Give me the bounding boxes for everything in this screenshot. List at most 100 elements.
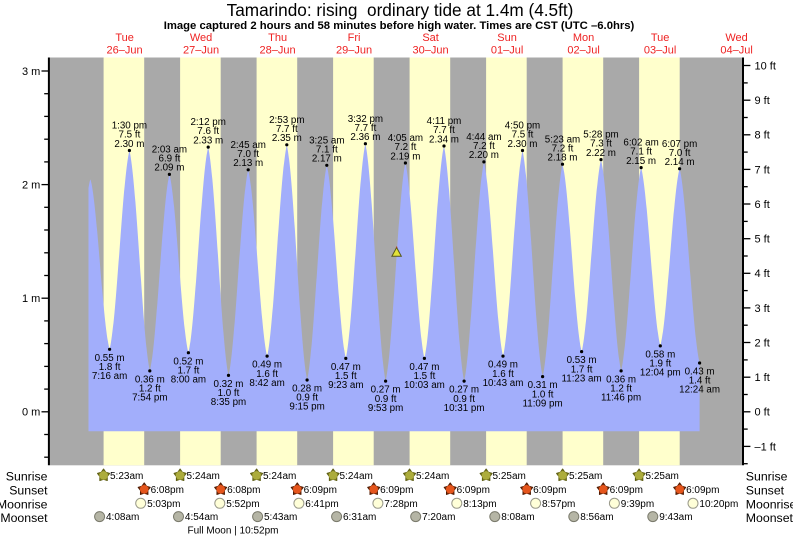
svg-text:7.0 ft: 7.0 ft (669, 148, 691, 159)
svg-text:Thu: Thu (268, 32, 287, 44)
svg-text:8 ft: 8 ft (755, 130, 770, 142)
svg-text:5:25am: 5:25am (569, 471, 602, 482)
svg-text:8:13pm: 8:13pm (463, 499, 496, 510)
svg-text:10:20pm: 10:20pm (699, 499, 738, 510)
svg-text:2.30 m: 2.30 m (114, 139, 144, 150)
svg-text:Sunset: Sunset (746, 484, 785, 498)
svg-text:5:43am: 5:43am (264, 512, 297, 523)
svg-text:6:09pm: 6:09pm (457, 485, 490, 496)
svg-text:2:45 am: 2:45 am (230, 140, 265, 151)
svg-text:03–Jul: 03–Jul (644, 45, 676, 57)
svg-text:4:11 pm: 4:11 pm (427, 116, 462, 127)
svg-text:1.7 ft: 1.7 ft (178, 365, 200, 376)
svg-text:2 ft: 2 ft (755, 337, 770, 349)
svg-text:5:03pm: 5:03pm (147, 499, 180, 510)
svg-text:2.36 m: 2.36 m (350, 132, 380, 143)
svg-text:2.18 m: 2.18 m (548, 153, 578, 164)
svg-text:1.9 ft: 1.9 ft (649, 359, 671, 370)
svg-text:Fri: Fri (348, 32, 361, 44)
svg-text:8:08am: 8:08am (501, 512, 534, 523)
svg-text:6:09pm: 6:09pm (380, 485, 413, 496)
svg-text:2.22 m: 2.22 m (586, 148, 616, 159)
svg-text:1.7 ft: 1.7 ft (571, 364, 593, 375)
svg-text:2:53 pm: 2:53 pm (269, 115, 304, 126)
svg-text:7.2 ft: 7.2 ft (395, 142, 417, 153)
svg-text:0.31 m: 0.31 m (528, 380, 558, 391)
svg-text:Sun: Sun (497, 32, 517, 44)
svg-text:Sunrise: Sunrise (6, 470, 48, 484)
svg-text:7.5 ft: 7.5 ft (119, 130, 141, 141)
svg-text:1 m: 1 m (22, 293, 40, 305)
svg-text:5:24am: 5:24am (340, 471, 373, 482)
svg-text:Moonrise: Moonrise (0, 498, 48, 512)
svg-text:5:24am: 5:24am (263, 471, 296, 482)
svg-text:5 ft: 5 ft (755, 234, 770, 246)
svg-text:2.17 m: 2.17 m (312, 154, 342, 165)
svg-text:0.49 m: 0.49 m (252, 360, 282, 371)
svg-text:0.9 ft: 0.9 ft (296, 393, 318, 404)
svg-text:12:24 am: 12:24 am (679, 385, 720, 396)
svg-text:0.43 m: 0.43 m (685, 367, 715, 378)
svg-text:0.36 m: 0.36 m (606, 375, 636, 386)
svg-text:6:09pm: 6:09pm (533, 485, 566, 496)
svg-text:0.9 ft: 0.9 ft (375, 394, 397, 405)
svg-text:5:23 am: 5:23 am (545, 134, 580, 145)
svg-text:7.2 ft: 7.2 ft (473, 141, 495, 152)
svg-text:7:54 pm: 7:54 pm (132, 393, 167, 404)
svg-text:8:57pm: 8:57pm (542, 499, 575, 510)
svg-text:2.14 m: 2.14 m (665, 157, 695, 168)
svg-text:6:09pm: 6:09pm (610, 485, 643, 496)
svg-text:4 ft: 4 ft (755, 268, 770, 280)
svg-text:0.27 m: 0.27 m (449, 385, 479, 396)
svg-text:11:09 pm: 11:09 pm (523, 398, 563, 409)
svg-text:10:43 am: 10:43 am (483, 378, 524, 389)
svg-text:1.6 ft: 1.6 ft (492, 369, 514, 380)
svg-text:6:09pm: 6:09pm (304, 485, 337, 496)
svg-text:Sunrise: Sunrise (746, 470, 788, 484)
svg-text:0.49 m: 0.49 m (488, 360, 518, 371)
svg-text:7.6 ft: 7.6 ft (197, 126, 219, 137)
svg-text:10 ft: 10 ft (755, 60, 776, 72)
svg-text:9:39pm: 9:39pm (621, 499, 654, 510)
svg-text:6 ft: 6 ft (755, 199, 770, 211)
svg-text:1:30 pm: 1:30 pm (112, 121, 147, 132)
svg-text:9:15 pm: 9:15 pm (289, 402, 324, 413)
svg-text:7.5 ft: 7.5 ft (512, 130, 534, 141)
svg-text:8:35 pm: 8:35 pm (211, 397, 246, 408)
svg-text:2.13 m: 2.13 m (233, 158, 263, 169)
svg-text:0.47 m: 0.47 m (331, 362, 361, 373)
svg-text:7:20am: 7:20am (422, 512, 455, 523)
svg-text:27–Jun: 27–Jun (183, 45, 219, 57)
svg-text:0.47 m: 0.47 m (409, 362, 439, 373)
svg-text:8:00 am: 8:00 am (171, 374, 206, 385)
svg-text:9 ft: 9 ft (755, 95, 770, 107)
svg-text:9:43am: 9:43am (659, 512, 692, 523)
svg-text:Moonset: Moonset (0, 511, 48, 525)
svg-text:4:08am: 4:08am (106, 512, 139, 523)
svg-text:5:23am: 5:23am (110, 471, 143, 482)
svg-text:7.1 ft: 7.1 ft (316, 144, 338, 155)
svg-text:04–Jul: 04–Jul (720, 45, 752, 57)
svg-text:5:25am: 5:25am (646, 471, 679, 482)
svg-text:7 ft: 7 ft (755, 164, 770, 176)
svg-text:Tamarindo: rising ordinary ti: Tamarindo: rising ordinary tide at 1.4m … (227, 0, 574, 20)
svg-text:3 m: 3 m (22, 66, 40, 78)
svg-text:2.34 m: 2.34 m (429, 134, 459, 145)
svg-text:1.2 ft: 1.2 ft (139, 384, 161, 395)
svg-text:10:31 pm: 10:31 pm (444, 403, 485, 414)
svg-text:–1 ft: –1 ft (755, 441, 776, 453)
svg-text:Sat: Sat (422, 32, 439, 44)
svg-text:4:44 am: 4:44 am (466, 132, 501, 143)
svg-text:0 m: 0 m (22, 407, 40, 419)
svg-text:6:02 am: 6:02 am (623, 138, 658, 149)
svg-text:12:04 pm: 12:04 pm (640, 368, 681, 379)
svg-text:6:08pm: 6:08pm (227, 485, 260, 496)
svg-text:7.0 ft: 7.0 ft (237, 149, 259, 160)
svg-text:Full Moon | 10:52pm: Full Moon | 10:52pm (188, 526, 279, 537)
svg-text:10:03 am: 10:03 am (404, 380, 445, 391)
svg-text:1 ft: 1 ft (755, 372, 770, 384)
svg-text:2.30 m: 2.30 m (508, 139, 538, 150)
svg-text:7.1 ft: 7.1 ft (630, 147, 652, 158)
svg-text:0.9 ft: 0.9 ft (453, 394, 475, 405)
svg-text:1.4 ft: 1.4 ft (689, 376, 711, 387)
